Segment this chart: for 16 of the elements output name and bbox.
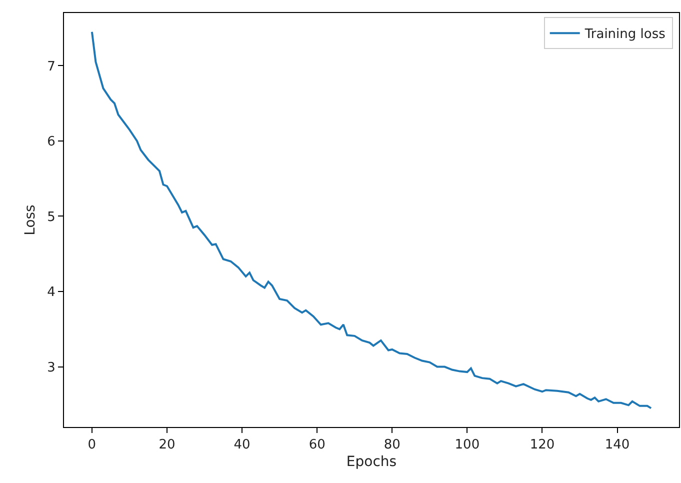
x-tick-label: 80 [384, 438, 400, 453]
y-axis-title: Loss [22, 204, 39, 236]
x-tick-label: 40 [234, 438, 250, 453]
x-tick-label: 0 [88, 438, 96, 453]
y-tick-label: 4 [47, 285, 56, 300]
y-tick-label: 3 [47, 360, 56, 376]
y-tick-label: 5 [47, 210, 56, 225]
x-tick-label: 60 [308, 438, 326, 453]
legend-label: Training loss [584, 27, 666, 42]
x-tick-label: 20 [158, 438, 176, 453]
x-tick-label: 120 [530, 438, 555, 453]
x-tick-label: 100 [454, 438, 480, 453]
y-tick-label: 7 [47, 59, 56, 74]
x-tick-label: 140 [604, 438, 630, 453]
y-tick-label: 6 [47, 134, 56, 150]
x-axis-title: Epochs [346, 454, 397, 470]
